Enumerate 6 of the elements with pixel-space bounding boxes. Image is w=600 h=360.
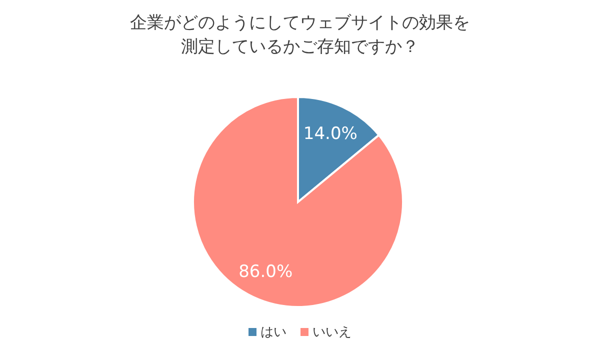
data-label: 86.0% bbox=[238, 262, 293, 282]
legend-label: いいえ bbox=[312, 325, 352, 340]
legend-label: はい bbox=[260, 325, 286, 340]
chart-title: 企業がどのようにしてウェブサイトの効果を測定しているかご存知ですか？ bbox=[130, 13, 470, 57]
data-label: 14.0% bbox=[303, 124, 358, 144]
pie-slice bbox=[192, 96, 404, 308]
